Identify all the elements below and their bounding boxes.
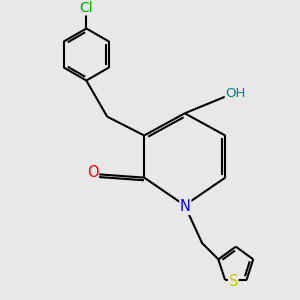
Text: N: N (180, 199, 191, 214)
Text: Cl: Cl (80, 1, 93, 15)
Text: S: S (229, 274, 238, 289)
Text: OH: OH (225, 87, 246, 100)
Text: O: O (87, 165, 98, 180)
